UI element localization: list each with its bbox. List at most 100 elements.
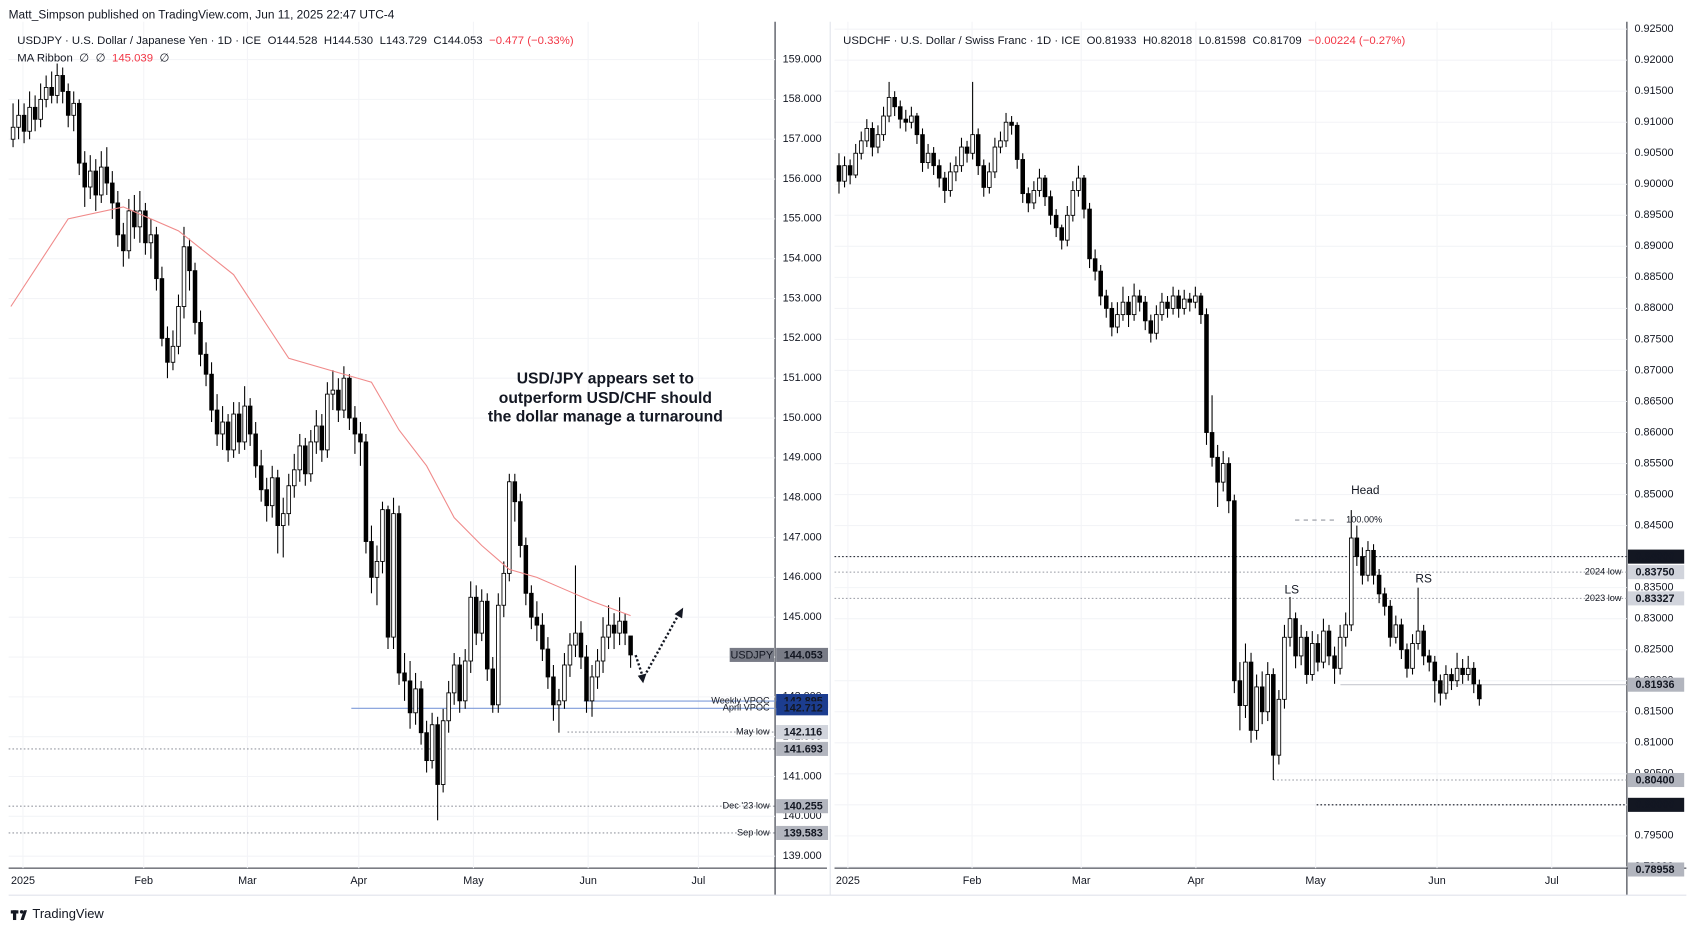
candle-body [1426,655,1432,663]
candle-body [507,481,512,574]
price-box [1627,591,1685,606]
candle-body [99,166,104,196]
x-tick-label: 2025 [11,875,35,887]
candle-body [875,134,881,148]
candle-body [1360,556,1365,576]
legend: USDJPY · U.S. Dollar / Japanese Yen · 1D… [17,35,574,47]
candle-body [1053,214,1059,229]
annotation: the dollar manage a turnaround [488,408,723,425]
candle-body [1343,624,1348,638]
candle-body [948,171,953,191]
candle-body [286,485,292,515]
y-tick-label: 0.92500 [1634,23,1673,35]
candle-body [1126,301,1131,316]
candle-body [154,234,159,280]
x-tick-label: Feb [963,875,982,887]
arrow-head [674,607,684,619]
candle-body [1115,314,1120,328]
candle-body [551,676,556,706]
candle-body [1159,301,1165,316]
candle-body [247,405,253,435]
candle-body [121,234,126,252]
header: Matt_Simpson published on TradingView.co… [9,7,395,21]
candle-body [1371,549,1376,576]
candle-body [396,513,402,674]
candle-body [1154,314,1159,334]
candle-body [970,134,975,154]
candle-body [1471,667,1477,685]
candle-body [1254,686,1259,731]
candle-body [1220,463,1226,483]
candle-body [187,246,192,272]
y-tick-label: 0.88000 [1634,302,1673,314]
candle-body [21,114,27,132]
candle-body [1282,636,1287,700]
candle-body [1348,537,1354,626]
y-tick-label: 151.000 [783,372,822,384]
price-box [776,701,829,716]
y-tick-label: 0.83500 [1634,582,1673,594]
candle-body [1237,680,1243,706]
candle-body [65,90,71,116]
candle-body [1009,121,1014,126]
candle-body [1410,643,1415,669]
price-box-label: 0.80400 [1636,774,1675,786]
x-tick-label: May [1305,875,1326,887]
logo-mark [19,910,24,914]
candle-body [143,210,148,244]
candle-body [490,668,496,706]
price-box-label: 141.693 [784,743,823,755]
candle-body [88,170,93,188]
candle-body [1048,196,1053,216]
candle-body [110,182,115,204]
candle-body [1315,643,1321,663]
price-box-label: 142.116 [784,726,822,738]
y-tick-label: 0.87000 [1634,364,1673,376]
y-tick-label: 0.85500 [1634,457,1673,469]
y-tick-label: 145.000 [783,611,822,623]
candle-body [1065,214,1070,241]
candle-body [501,572,507,606]
y-tick-label: 0.90500 [1634,147,1673,159]
candle-body [319,425,325,451]
price-line-note: Weekly VPOC [711,695,770,705]
candle-body [1326,630,1332,657]
candle-body [1081,177,1087,210]
candle-body [1438,680,1443,694]
candle-body [297,445,303,471]
candle-body [1176,295,1181,309]
price-box [1627,772,1685,788]
x-tick-label: Jun [579,875,596,887]
candle-body [1198,295,1204,316]
candle-body [1382,593,1387,607]
logo-mark [12,910,17,921]
candle-body [308,441,314,475]
candle-body [165,337,170,363]
legend-item: −0.477 (−0.33%) [489,35,574,47]
candle-body [975,134,981,167]
candle-body [622,620,628,634]
candle-body [1265,674,1271,713]
annotation: RS [1415,572,1432,586]
candle-body [115,202,121,236]
candle-body [380,509,385,562]
candle-body [1120,301,1126,316]
candle-body [842,165,847,182]
candle-body [512,481,518,503]
candle-body [402,672,407,682]
y-tick-label: 0.88500 [1634,271,1673,283]
x-tick-label: Jul [692,875,706,887]
candle-body [518,501,523,546]
candle-body [231,413,236,451]
y-tick-label: 155.000 [783,213,822,225]
candle-body [606,624,611,638]
candle-body [1404,649,1410,669]
candle-body [457,664,462,702]
y-tick-label: 150.000 [783,412,822,424]
candle-body [1293,618,1298,657]
candle-body [82,162,87,188]
candle-body [192,270,198,323]
indicator-item: ∅ [96,52,106,64]
indicator-item: ∅ [79,52,89,64]
candle-body [1131,295,1137,316]
